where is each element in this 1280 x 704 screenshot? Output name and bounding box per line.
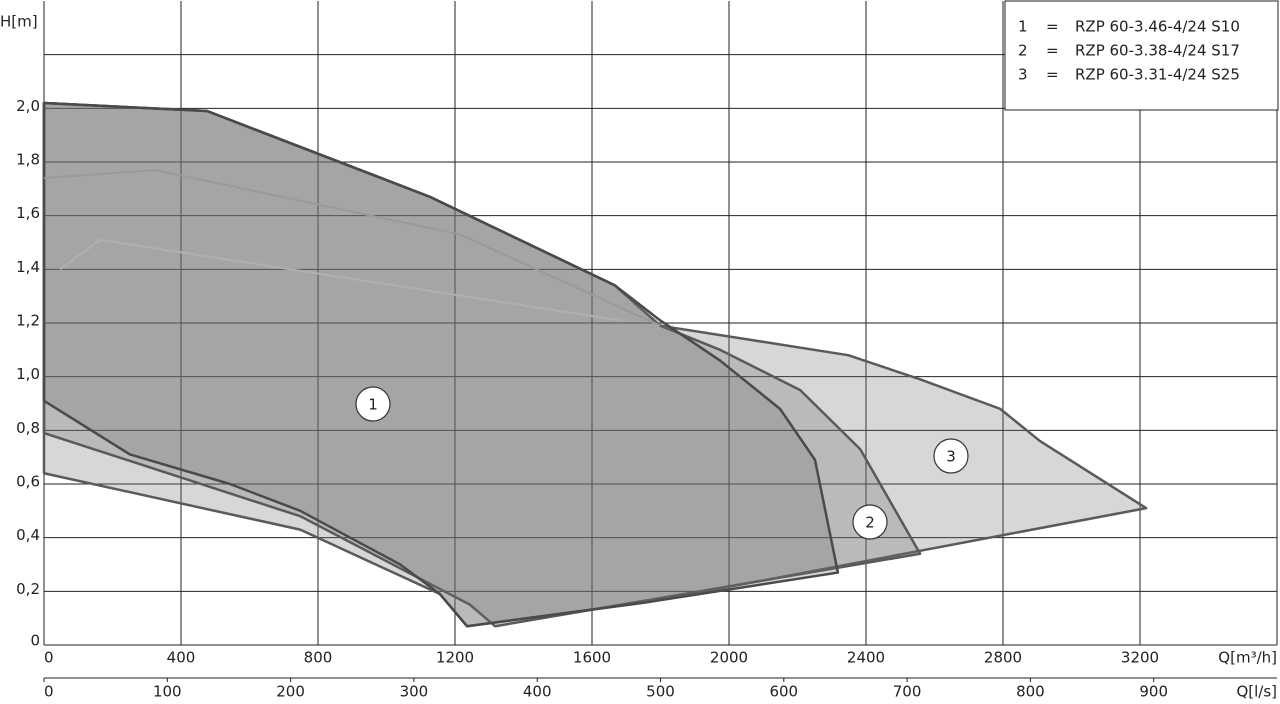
legend-id: 2	[1018, 42, 1028, 60]
y-tick-label: 1,8	[16, 151, 40, 169]
x2-tick-label: 800	[1016, 683, 1045, 701]
x2-tick-label: 600	[769, 683, 798, 701]
y-tick-label: 1,6	[16, 204, 40, 222]
y-tick-label: 1,4	[16, 258, 40, 276]
y-tick-label: 1,2	[16, 312, 40, 330]
inner-curve	[59, 238, 621, 322]
x2-tick-label: 900	[1139, 683, 1168, 701]
legend-id: 3	[1018, 66, 1028, 84]
y-axis-label: H[m]	[0, 13, 38, 31]
x-tick-label: 2000	[710, 649, 748, 667]
legend-id: 1	[1018, 18, 1028, 36]
inner-curve	[43, 169, 661, 327]
y-tick-label: 0,6	[16, 473, 40, 491]
x-tick-label: 1200	[436, 649, 474, 667]
x-tick-label: 2400	[847, 649, 885, 667]
y-tick-label: 0,4	[16, 526, 40, 544]
curve-marker	[933, 438, 969, 474]
x-tick-label: 800	[304, 649, 333, 667]
x-axis-label: Q[m³/h]	[1218, 649, 1277, 667]
x-tick-label: 1600	[573, 649, 611, 667]
x-tick-label: 0	[44, 649, 54, 667]
x2-tick-label: 200	[276, 683, 305, 701]
x2-tick-label: 500	[646, 683, 675, 701]
curve-marker-label: 1	[368, 396, 378, 414]
legend-box	[1004, 0, 1279, 111]
legend-separator: =	[1046, 42, 1059, 60]
y-tick-label: 1,0	[16, 365, 40, 383]
x2-tick-label: 300	[400, 683, 429, 701]
x-tick-label: 2800	[984, 649, 1022, 667]
x2-tick-label: 400	[523, 683, 552, 701]
x2-axis-label: Q[l/s]	[1236, 683, 1277, 701]
y-tick-label: 0,8	[16, 419, 40, 437]
curve-marker-label: 2	[865, 514, 875, 532]
legend-label: RZP 60-3.31-4/24 S25	[1075, 66, 1240, 84]
x-tick-label: 400	[167, 649, 196, 667]
legend-label: RZP 60-3.46-4/24 S10	[1075, 18, 1240, 36]
legend-separator: =	[1046, 18, 1059, 36]
pump-area	[42, 101, 840, 628]
y-tick-label: 0	[30, 632, 40, 650]
legend-separator: =	[1046, 66, 1059, 84]
y-tick-label: 2,0	[16, 97, 40, 115]
curve-marker	[852, 504, 888, 540]
curve-marker-label: 3	[946, 448, 956, 466]
x-tick-label: 3200	[1121, 649, 1159, 667]
x2-tick-label: 100	[153, 683, 182, 701]
x2-tick-label: 0	[44, 683, 54, 701]
x2-tick-label: 700	[893, 683, 922, 701]
curve-marker	[355, 386, 391, 422]
legend-label: RZP 60-3.38-4/24 S17	[1075, 42, 1240, 60]
y-tick-label: 0,2	[16, 580, 40, 598]
